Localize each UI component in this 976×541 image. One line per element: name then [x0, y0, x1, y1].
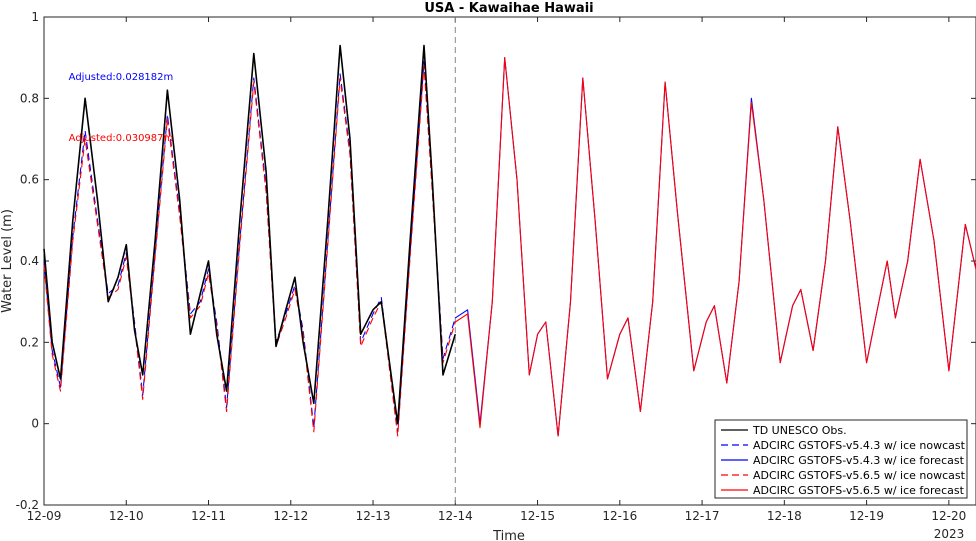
- x-tick-label: 12-18: [767, 509, 802, 523]
- x-tick-label: 12-09: [27, 509, 62, 523]
- series-line-1: [43, 61, 456, 433]
- y-tick-label: 0.4: [20, 254, 39, 268]
- series-line-0: [43, 44, 457, 425]
- x-tick-label: 12-12: [273, 509, 308, 523]
- legend-entry: ADCIRC GSTOFS-v5.4.3 w/ ice nowcast: [753, 439, 966, 452]
- x-tick-label: 12-16: [602, 509, 637, 523]
- y-tick-label: 0: [31, 417, 39, 431]
- x-tick-label: 12-20: [931, 509, 966, 523]
- x-tick-label: 12-10: [109, 509, 144, 523]
- y-tick-label: 0.2: [20, 335, 39, 349]
- x-tick-label: 12-14: [438, 509, 473, 523]
- plot-area: 12-09 12-10 12-11 12-12 12-13 12-14 12-15 12-16…: [16, 10, 976, 523]
- series-line-4: [454, 57, 976, 437]
- y-axis-title: Water Level (m): [0, 209, 15, 313]
- chart-title: USA - Kawaihae Hawaii: [424, 1, 593, 16]
- series-line-2: [454, 57, 976, 437]
- y-tick-label: -0.2: [16, 498, 39, 512]
- x-axis-title: Time: [492, 529, 525, 541]
- legend-entry: ADCIRC GSTOFS-v5.6.5 w/ ice forecast: [753, 484, 965, 497]
- legend-entry: ADCIRC GSTOFS-v5.6.5 w/ ice nowcast: [753, 469, 966, 482]
- legend-box: [714, 419, 968, 499]
- x-tick-label: 12-13: [356, 509, 391, 523]
- annotation-label: Adjusted:0.030987m: [69, 133, 174, 144]
- x-tick-label: 12-15: [520, 509, 555, 523]
- legend-entry: TD UNESCO Obs.: [752, 424, 847, 437]
- annotation-label: Adjusted:0.028182m: [69, 72, 174, 83]
- legend-entry: ADCIRC GSTOFS-v5.4.3 w/ ice forecast: [753, 454, 965, 467]
- x-tick-label: 12-19: [849, 509, 884, 523]
- y-tick-label: 0.6: [20, 173, 39, 187]
- x-year-label: 2023: [934, 527, 965, 541]
- x-tick-label: 12-17: [685, 509, 720, 523]
- y-tick-label: 1: [31, 10, 39, 24]
- y-tick-label: 0.8: [20, 91, 39, 105]
- x-tick-label: 12-11: [191, 509, 226, 523]
